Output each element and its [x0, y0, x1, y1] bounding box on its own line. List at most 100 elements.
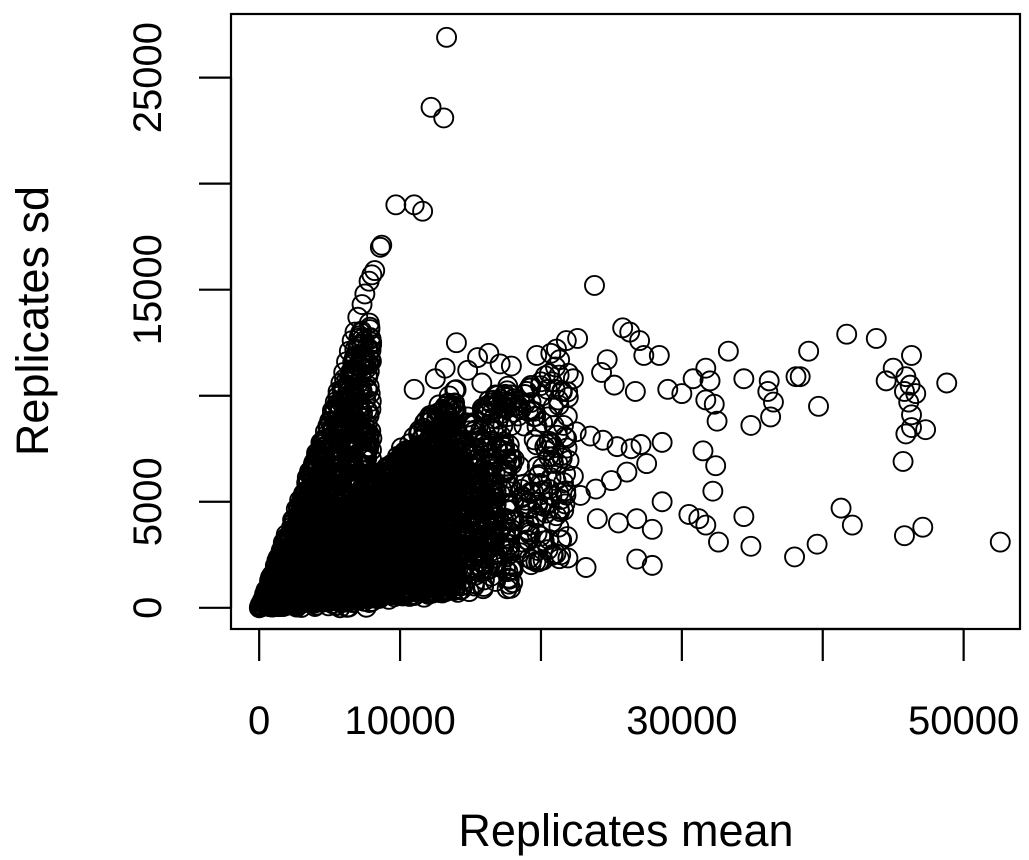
- data-point: [784, 546, 806, 568]
- data-point: [757, 381, 779, 402]
- data-point: [370, 515, 392, 537]
- data-point: [936, 372, 958, 394]
- x-axis-title: Replicates mean: [458, 805, 793, 856]
- data-point: [785, 366, 807, 388]
- data-point: [419, 507, 441, 529]
- data-point: [488, 523, 510, 545]
- data-point: [326, 416, 348, 438]
- data-point: [606, 436, 628, 458]
- data-point: [523, 429, 545, 451]
- data-point: [500, 355, 522, 377]
- data-point: [355, 418, 377, 440]
- data-point: [420, 96, 442, 118]
- data-point: [400, 442, 422, 464]
- data-point: [351, 294, 373, 315]
- data-point: [651, 431, 673, 453]
- data-point: [441, 476, 463, 498]
- data-point: [451, 569, 473, 591]
- data-point: [393, 584, 415, 606]
- data-point: [527, 465, 549, 487]
- data-point: [339, 467, 361, 489]
- data-point: [733, 368, 755, 390]
- data-point: [539, 491, 561, 513]
- data-point: [512, 487, 534, 508]
- data-point: [355, 539, 377, 560]
- data-point: [305, 453, 326, 475]
- data-point: [692, 440, 714, 462]
- data-point: [688, 508, 710, 530]
- data-point: [333, 361, 355, 383]
- y-tick-label: 0: [126, 597, 170, 619]
- x-tick-label: 0: [248, 699, 270, 743]
- data-point: [437, 417, 459, 438]
- data-point: [483, 408, 505, 430]
- data-point: [553, 472, 574, 494]
- data-point: [591, 361, 612, 383]
- data-point: [359, 424, 381, 445]
- data-point: [526, 344, 548, 366]
- data-point: [364, 260, 386, 282]
- data-point: [457, 406, 479, 428]
- data-point: [547, 453, 569, 475]
- data-point: [808, 395, 829, 417]
- data-point: [557, 362, 579, 384]
- data-point: [901, 404, 922, 426]
- data-point: [695, 514, 717, 536]
- data-point: [403, 378, 425, 400]
- data-point: [547, 389, 569, 411]
- data-point: [717, 340, 739, 362]
- data-point: [562, 368, 584, 390]
- data-point: [403, 194, 425, 216]
- data-point: [624, 381, 646, 402]
- data-point: [403, 426, 425, 448]
- data-point: [475, 483, 497, 505]
- data-point: [333, 499, 355, 521]
- data-point: [529, 550, 551, 572]
- data-point: [412, 200, 434, 222]
- data-point: [293, 513, 315, 535]
- data-point: [445, 332, 467, 354]
- data-point: [458, 581, 480, 602]
- data-point: [671, 383, 693, 405]
- data-point: [579, 425, 601, 447]
- data-point: [695, 357, 717, 379]
- data-point: [633, 344, 655, 366]
- data-point: [355, 555, 377, 577]
- data-point: [789, 366, 811, 388]
- data-point: [330, 447, 352, 469]
- data-point: [438, 554, 460, 576]
- data-point: [532, 412, 554, 433]
- data-point: [830, 497, 852, 519]
- data-point: [444, 525, 466, 547]
- data-point: [444, 379, 466, 401]
- data-point: [733, 506, 755, 528]
- data-point: [264, 588, 286, 610]
- y-tick-label: 25000: [126, 22, 170, 133]
- data-point: [481, 523, 503, 545]
- data-point: [592, 429, 614, 451]
- data-point: [367, 500, 388, 522]
- data-point: [341, 330, 363, 352]
- data-point: [545, 356, 566, 378]
- data-point: [706, 410, 728, 432]
- data-point: [283, 508, 305, 530]
- data-point: [708, 531, 729, 553]
- data-point: [912, 516, 934, 538]
- data-point: [541, 511, 563, 533]
- data-point: [894, 525, 915, 547]
- data-point: [584, 274, 605, 296]
- data-point: [463, 421, 485, 443]
- data-point: [554, 426, 576, 448]
- data-point: [397, 499, 419, 521]
- data-point: [540, 467, 562, 489]
- data-point: [402, 531, 424, 553]
- data-point: [295, 480, 317, 502]
- data-point: [657, 378, 679, 400]
- data-point: [499, 452, 521, 474]
- data-point: [678, 504, 700, 525]
- data-point: [468, 506, 490, 528]
- data-point: [431, 491, 453, 513]
- data-point: [567, 328, 589, 349]
- data-point: [440, 563, 462, 584]
- data-point: [378, 588, 400, 610]
